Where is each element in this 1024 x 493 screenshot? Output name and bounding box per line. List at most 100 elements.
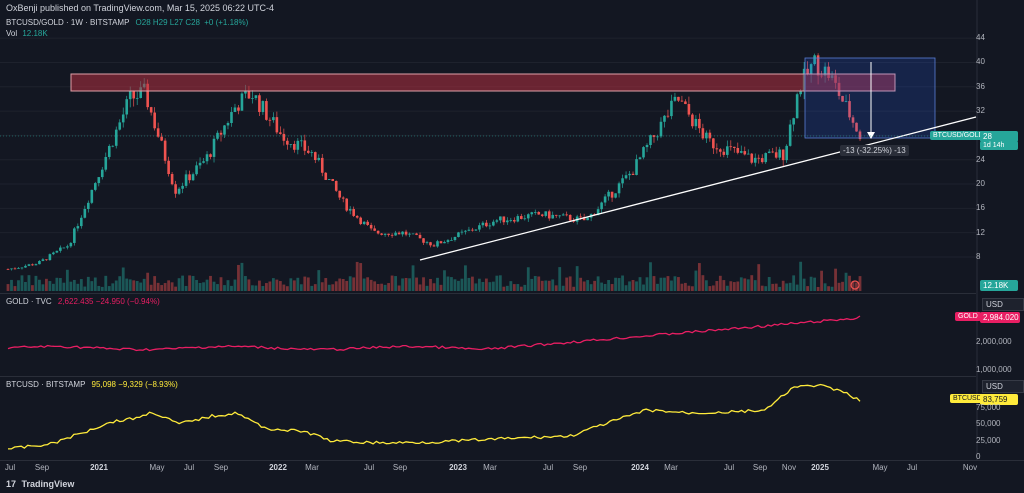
volume-bar <box>436 277 439 291</box>
resistance-zone[interactable] <box>70 73 896 92</box>
candle <box>69 242 73 248</box>
volume-bar <box>404 277 408 291</box>
volume-bar <box>652 276 656 291</box>
btc-legend-name: BTCUSD · BITSTAMP <box>6 380 86 389</box>
candle <box>736 142 740 155</box>
volume-bar <box>816 286 820 291</box>
volume-value: 12.18K <box>22 29 48 38</box>
volume-bar <box>107 286 111 291</box>
volume-bar <box>376 283 380 291</box>
volume-bar <box>830 286 834 291</box>
y-tick: 32 <box>976 106 985 115</box>
btcusd-line-series[interactable] <box>8 383 861 450</box>
pane-divider[interactable] <box>0 376 976 377</box>
symbol-legend[interactable]: BTCUSD/GOLD · 1W · BITSTAMP O28 H29 L27 … <box>6 18 248 27</box>
candle <box>317 154 321 162</box>
volume-bar <box>97 285 101 291</box>
volume-bar <box>324 278 328 291</box>
candle <box>10 268 13 271</box>
volume-bar <box>125 278 129 291</box>
alert-clock-icon[interactable] <box>850 280 860 290</box>
time-axis-label: 2023 <box>449 463 467 472</box>
candle <box>506 217 509 225</box>
volume-bar <box>680 283 684 291</box>
volume-bar <box>820 270 823 291</box>
time-axis-label: Mar <box>664 463 678 472</box>
volume-bar <box>757 264 761 291</box>
volume-bar <box>338 278 342 291</box>
btc-currency-button[interactable]: USD <box>982 380 1024 393</box>
time-axis-label: Sep <box>213 463 229 472</box>
candle <box>114 126 118 149</box>
candle <box>48 253 52 261</box>
volume-bar <box>635 281 638 291</box>
volume-bar <box>24 281 27 291</box>
candle <box>240 92 244 111</box>
volume-bar <box>244 276 247 291</box>
candle <box>460 229 464 235</box>
volume-bar <box>851 280 855 291</box>
candle <box>652 135 656 143</box>
candle <box>851 115 855 128</box>
btc-legend[interactable]: BTCUSD · BITSTAMP 95,098 −9,329 (−8.93%) <box>6 380 178 389</box>
volume-bar <box>429 278 432 291</box>
volume-bar <box>422 277 425 291</box>
volume-bar <box>310 285 314 291</box>
tradingview-logo[interactable]: 17 TradingView <box>6 479 74 489</box>
volume-bar <box>467 277 471 291</box>
volume-bar <box>184 285 188 291</box>
support-trendline[interactable] <box>419 116 977 261</box>
candle <box>436 239 439 248</box>
volume-bar <box>474 283 478 291</box>
volume-bar <box>160 285 164 291</box>
candle <box>265 98 268 121</box>
candle <box>781 149 785 167</box>
volume-bar <box>736 281 740 291</box>
candle <box>387 233 390 237</box>
candle <box>771 148 775 154</box>
volume-bar <box>31 285 34 291</box>
volume-badge: 12.18K <box>980 280 1018 291</box>
candle <box>170 171 174 186</box>
volume-bar <box>45 278 48 291</box>
volume-bar <box>268 281 272 291</box>
volume-bar <box>491 281 495 291</box>
volume-bar <box>610 284 614 291</box>
volume-bar <box>118 276 122 291</box>
volume-bar <box>345 280 349 291</box>
volume-bar <box>352 277 356 291</box>
volume-bar <box>289 278 293 291</box>
volume-bar <box>303 276 307 291</box>
pane-divider[interactable] <box>0 293 976 294</box>
volume-bar <box>397 285 401 291</box>
candle <box>624 171 628 180</box>
candle <box>230 106 233 127</box>
volume-bar <box>401 278 404 291</box>
volume-bar <box>809 276 813 291</box>
candle <box>324 172 328 181</box>
volume-bar <box>195 279 198 291</box>
candle <box>537 211 541 215</box>
candle <box>760 154 764 164</box>
gold-legend[interactable]: GOLD · TVC 2,622.435 −24.950 (−0.94%) <box>6 297 160 306</box>
time-axis-label: Sep <box>34 463 50 472</box>
volume-bar <box>628 281 631 291</box>
gold-currency-button[interactable]: USD <box>982 298 1024 311</box>
gold-line-series[interactable] <box>7 315 861 352</box>
volume-legend[interactable]: Vol 12.18K <box>6 29 48 38</box>
candle <box>104 152 108 172</box>
volume-bar <box>100 286 104 291</box>
candle <box>457 231 460 238</box>
volume-bar <box>544 280 548 291</box>
volume-bar <box>464 265 467 291</box>
candle <box>659 117 663 139</box>
measure-box[interactable] <box>804 57 936 139</box>
time-axis-label: Sep <box>572 463 588 472</box>
time-axis-label: Nov <box>962 463 978 472</box>
candle <box>149 106 153 116</box>
volume-bar <box>642 284 645 291</box>
volume-bar <box>596 276 600 291</box>
volume-bar <box>502 286 506 291</box>
volume-bar <box>708 286 712 291</box>
